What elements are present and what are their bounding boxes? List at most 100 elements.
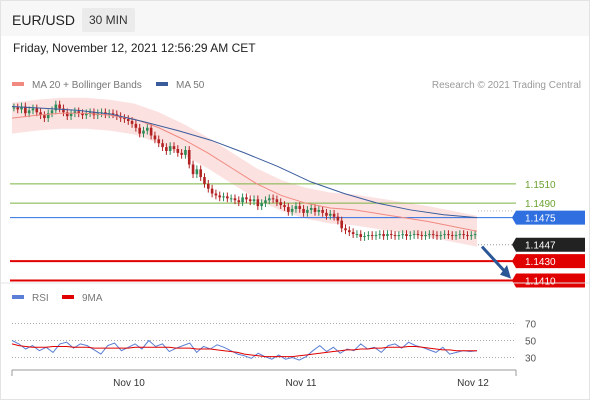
candle-body <box>222 196 225 198</box>
candle-body <box>348 230 351 233</box>
candle-body <box>386 234 389 237</box>
candle-body <box>252 199 256 202</box>
candle-body <box>229 198 233 200</box>
level-tag-1.1430 <box>512 254 585 269</box>
candle-body <box>405 234 408 237</box>
candle-body <box>130 121 134 124</box>
candle-body <box>264 200 267 204</box>
candle-body <box>294 206 298 209</box>
candle-body <box>416 234 420 236</box>
candle-body <box>271 198 275 200</box>
candle-body <box>401 234 404 236</box>
candle-body <box>447 234 450 236</box>
candle-body <box>309 208 313 210</box>
level-tag-1.1410 <box>512 273 585 288</box>
candle-body <box>24 106 27 114</box>
candle-body <box>382 234 385 237</box>
candle-body <box>111 113 115 115</box>
legend-swatch-icon <box>12 295 24 300</box>
level-label-1.1510: 1.1510 <box>525 180 556 191</box>
candle-body <box>218 195 222 198</box>
legend-swatch-icon <box>62 295 74 300</box>
legend-label: MA 50 <box>176 80 205 91</box>
candle-body <box>73 111 77 114</box>
candle-body <box>374 235 378 237</box>
candle-body <box>428 234 431 236</box>
candle-body <box>287 207 290 212</box>
candle-body <box>77 111 81 114</box>
level-label-1.1410: 1.1410 <box>525 277 556 288</box>
candle-body <box>199 169 202 178</box>
candle-body <box>370 235 374 237</box>
candle-body <box>389 234 393 236</box>
candle-body <box>359 234 363 237</box>
candle-body <box>260 203 263 207</box>
candle-body <box>443 234 446 236</box>
candle-body <box>328 213 332 216</box>
candle-body <box>283 205 286 208</box>
timeframe-badge[interactable]: 30 MIN <box>82 8 135 32</box>
legend-label: MA 20 + Bollinger Bands <box>32 80 142 91</box>
candle-body <box>85 113 88 116</box>
projection-arrowhead <box>500 265 511 279</box>
rsi-line <box>11 339 478 361</box>
candle-body <box>458 234 462 236</box>
x-tick-nov-10: Nov 10 <box>113 378 145 389</box>
candle-body <box>363 236 366 238</box>
candle-body <box>35 108 39 113</box>
candle-body <box>191 164 195 175</box>
candle-body <box>344 228 347 231</box>
candle-body <box>134 123 138 128</box>
candle-body <box>466 235 469 237</box>
candle-body <box>412 234 416 236</box>
candle-body <box>245 197 248 200</box>
candle-body <box>355 234 359 236</box>
legend-label: 9MA <box>82 293 103 304</box>
candle-body <box>332 213 336 217</box>
candle-body <box>336 216 340 221</box>
candle-body <box>473 234 477 236</box>
candle-body <box>50 110 54 114</box>
candle-body <box>454 235 458 237</box>
rsi-tick-50: 50 <box>525 337 537 348</box>
candle-body <box>450 235 454 237</box>
ma20-line <box>11 112 478 232</box>
candle-body <box>46 113 50 119</box>
candle-body <box>161 143 164 148</box>
candle-body <box>16 107 20 110</box>
candle-body <box>237 200 241 203</box>
candle-body <box>351 232 355 235</box>
candle-body <box>172 146 176 150</box>
candle-body <box>408 235 412 237</box>
candle-body <box>81 113 84 116</box>
candle-body <box>176 149 180 153</box>
candle-body <box>367 235 370 237</box>
legend-swatch-icon <box>12 82 24 87</box>
candle-body <box>469 235 473 237</box>
candle-body <box>142 130 145 134</box>
candle-body <box>313 208 317 212</box>
candle-body <box>420 235 424 237</box>
candle-body <box>317 209 321 212</box>
last-price-label: 1.1447 <box>525 241 556 252</box>
level-label-1.1490: 1.1490 <box>525 199 556 210</box>
candle-body <box>241 197 244 203</box>
candle-body <box>88 112 92 114</box>
candle-body <box>206 183 210 189</box>
candle-body <box>146 127 149 131</box>
candle-body <box>248 199 252 202</box>
candle-body <box>397 235 401 237</box>
candle-body <box>184 150 187 155</box>
candle-body <box>435 235 439 237</box>
bollinger-band <box>12 97 477 247</box>
candle-body <box>378 234 382 236</box>
x-tick-nov-11: Nov 11 <box>286 378 317 389</box>
rsi-tick-70: 70 <box>525 320 537 331</box>
candle-body <box>256 199 260 207</box>
candle-body <box>62 108 65 113</box>
candle-body <box>226 196 229 199</box>
candle-body <box>290 208 294 212</box>
last-price-tag <box>512 237 585 252</box>
9ma-line <box>11 343 477 358</box>
